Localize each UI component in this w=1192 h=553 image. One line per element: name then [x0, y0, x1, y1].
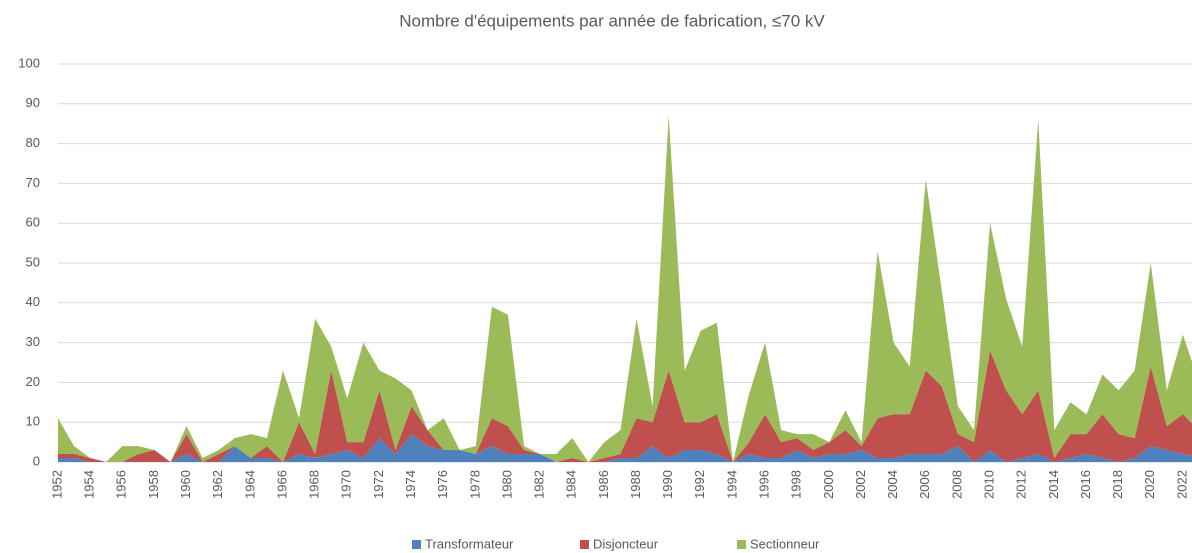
x-tick-label: 2010	[981, 470, 996, 499]
x-tick-label: 1968	[307, 470, 322, 499]
y-tick-label: 60	[26, 215, 40, 230]
x-tick-label: 2022	[1174, 470, 1189, 499]
y-tick-label: 100	[18, 55, 40, 70]
x-tick-label: 2008	[949, 470, 964, 499]
x-tick-label: 1974	[403, 470, 418, 499]
x-tick-label: 1952	[49, 470, 64, 499]
labels: 0 10 20 30 40 50 60 70 80 90 100 1952 1954 1956 1958 19…	[18, 55, 1189, 551]
grid	[58, 63, 1192, 463]
legend-swatch	[580, 540, 589, 549]
x-tick-label: 2016	[1078, 470, 1093, 499]
area-1	[58, 350, 1192, 462]
x-tick-label: 1962	[210, 470, 225, 499]
x-tick-label: 2020	[1142, 470, 1157, 499]
x-tick-label: 1970	[339, 470, 354, 499]
x-tick-label: 1976	[435, 470, 450, 499]
y-tick-label: 80	[26, 135, 40, 150]
y-tick-label: 0	[33, 453, 40, 468]
chart-title: Nombre d'équipements par année de fabric…	[399, 11, 825, 30]
x-tick-label: 1998	[789, 470, 804, 499]
legend-label: Sectionneur	[750, 536, 820, 551]
y-tick-label: 50	[26, 254, 40, 269]
x-tick-label: 1956	[114, 470, 129, 499]
x-tick-label: 2006	[917, 470, 932, 499]
y-tick-label: 20	[26, 374, 40, 389]
x-tick-label: 1994	[724, 470, 739, 499]
area-0	[58, 434, 1192, 462]
x-tick-label: 2002	[853, 470, 868, 499]
x-tick-label: 1966	[274, 470, 289, 499]
y-tick-label: 40	[26, 294, 40, 309]
legend-swatch	[737, 540, 746, 549]
area-2	[58, 115, 1192, 462]
x-tick-label: 1954	[82, 470, 97, 499]
x-tick-label: 1996	[757, 470, 772, 499]
x-tick-label: 1980	[499, 470, 514, 499]
x-tick-label: 1960	[178, 470, 193, 499]
x-tick-label: 2000	[821, 470, 836, 499]
areas	[58, 115, 1192, 462]
y-tick-label: 90	[26, 95, 40, 110]
x-tick-label: 1988	[628, 470, 643, 499]
x-tick-label: 1990	[660, 470, 675, 499]
y-tick-label: 30	[26, 334, 40, 349]
x-tick-label: 1984	[564, 470, 579, 499]
x-tick-label: 2018	[1110, 470, 1125, 499]
x-tick-label: 1986	[596, 470, 611, 499]
y-tick-label: 10	[26, 414, 40, 429]
x-tick-label: 2014	[1046, 470, 1061, 499]
x-tick-label: 1982	[532, 470, 547, 499]
y-tick-label: 70	[26, 175, 40, 190]
x-tick-label: 2004	[885, 470, 900, 499]
x-tick-label: 1972	[371, 470, 386, 499]
x-tick-label: 2012	[1014, 470, 1029, 499]
legend-label: Transformateur	[425, 536, 514, 551]
legend-label: Disjoncteur	[593, 536, 659, 551]
legend-swatch	[412, 540, 421, 549]
x-tick-label: 1992	[692, 470, 707, 499]
x-tick-label: 1978	[467, 470, 482, 499]
x-tick-label: 1958	[146, 470, 161, 499]
x-tick-label: 1964	[242, 470, 257, 499]
